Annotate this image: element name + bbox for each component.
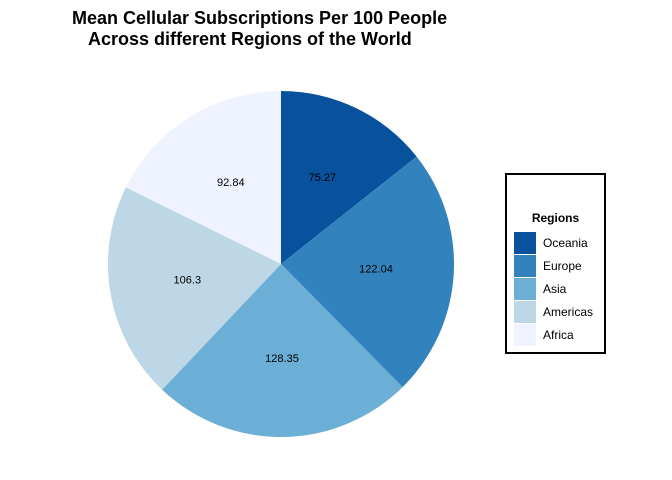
- legend-label-asia: Asia: [543, 282, 567, 296]
- pie-value-label-oceania: 75.27: [309, 172, 337, 184]
- legend-item-asia: Asia: [514, 278, 602, 300]
- legend-item-africa: Africa: [514, 324, 602, 346]
- pie-value-label-europe: 122.04: [359, 264, 393, 276]
- pie-slice-africa: [125, 91, 282, 264]
- pie-slices: [108, 91, 455, 438]
- legend-item-oceania: Oceania: [514, 232, 602, 254]
- legend-item-europe: Europe: [514, 255, 602, 277]
- legend-key-americas: [514, 301, 536, 323]
- chart-title: Mean Cellular Subscriptions Per 100 Peop…: [72, 8, 492, 50]
- pie-value-label-asia: 128.35: [265, 353, 299, 365]
- chart-title-line-1: Mean Cellular Subscriptions Per 100 Peop…: [72, 8, 448, 28]
- legend-label-africa: Africa: [543, 328, 574, 342]
- legend-label-oceania: Oceania: [543, 236, 588, 250]
- pie-slice-americas: [108, 187, 281, 390]
- pie-slice-asia: [162, 264, 403, 438]
- legend-key-europe: [514, 255, 536, 277]
- legend-key-asia: [514, 278, 536, 300]
- legend-title: Regions: [531, 211, 580, 225]
- legend-key-africa: [514, 324, 536, 346]
- legend-label-europe: Europe: [543, 259, 582, 273]
- legend-item-americas: Americas: [514, 301, 602, 323]
- pie-slice-oceania: [281, 91, 417, 264]
- legend-label-americas: Americas: [543, 305, 594, 319]
- pie-value-label-americas: 106.3: [174, 275, 202, 287]
- legend: Regions Oceania Europe Asia Americas Afr…: [505, 173, 606, 354]
- pie-value-labels: 75.27 122.04 128.35 106.3 92.84: [174, 172, 393, 365]
- pie-slice-europe: [281, 156, 455, 388]
- chart-title-line-2: Across different Regions of the World: [88, 29, 412, 49]
- legend-key-oceania: [514, 232, 536, 254]
- pie-value-label-africa: 92.84: [217, 177, 245, 189]
